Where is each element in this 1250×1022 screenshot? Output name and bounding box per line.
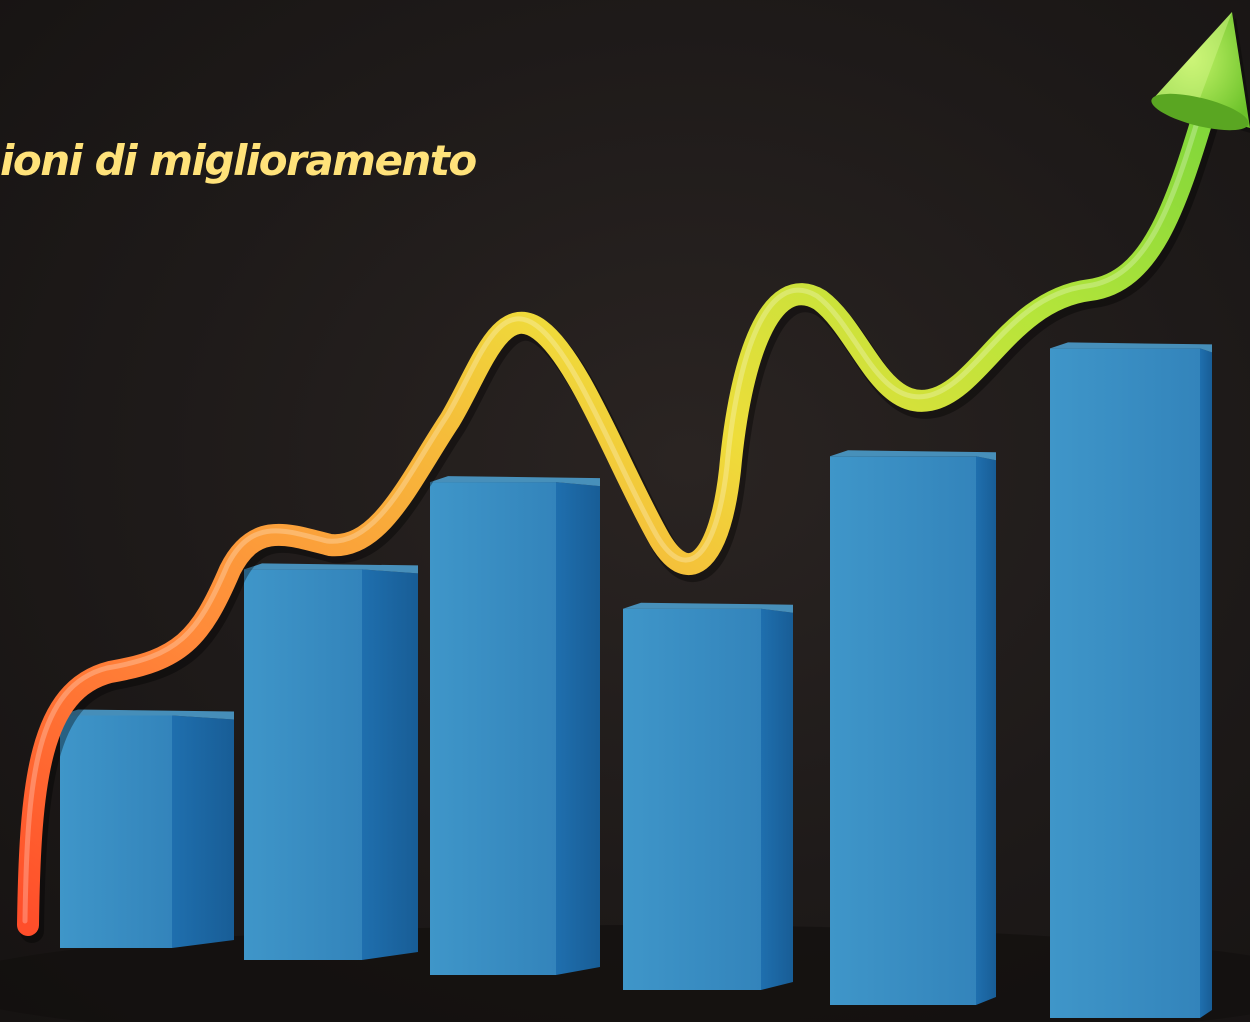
- bar-3-front: [430, 482, 556, 975]
- bar-5-side: [976, 456, 996, 1005]
- bar-2: [244, 563, 418, 960]
- headline: ioni di miglioramento: [0, 136, 477, 185]
- bar-5-top: [830, 450, 996, 461]
- trend-curve-highlight: [22, 103, 1205, 924]
- bar-2-side: [362, 569, 418, 960]
- bar-3-side: [556, 482, 600, 975]
- bar-3-top: [430, 476, 600, 487]
- bar-1-side: [172, 715, 234, 948]
- trend-curve: [17, 99, 1216, 936]
- bar-6-front: [1050, 348, 1200, 1018]
- bar-1-top: [60, 709, 234, 720]
- bar-1: [60, 709, 234, 948]
- bar-6-top: [1050, 342, 1212, 353]
- bar-6: [1050, 342, 1212, 1018]
- bar-1-front: [60, 715, 172, 948]
- bar-4: [623, 602, 793, 990]
- bar-4-side: [761, 608, 793, 990]
- bar-4-top: [623, 602, 793, 613]
- bar-2-front: [244, 569, 362, 960]
- bar-3: [430, 476, 600, 975]
- arrow-up-icon: [1151, 12, 1250, 133]
- bar-5: [830, 450, 996, 1005]
- bar-5-front: [830, 456, 976, 1005]
- bar-2-top: [244, 563, 418, 574]
- bar-6-side: [1200, 348, 1212, 1018]
- bar-4-front: [623, 608, 761, 990]
- bars-group: [60, 342, 1212, 1018]
